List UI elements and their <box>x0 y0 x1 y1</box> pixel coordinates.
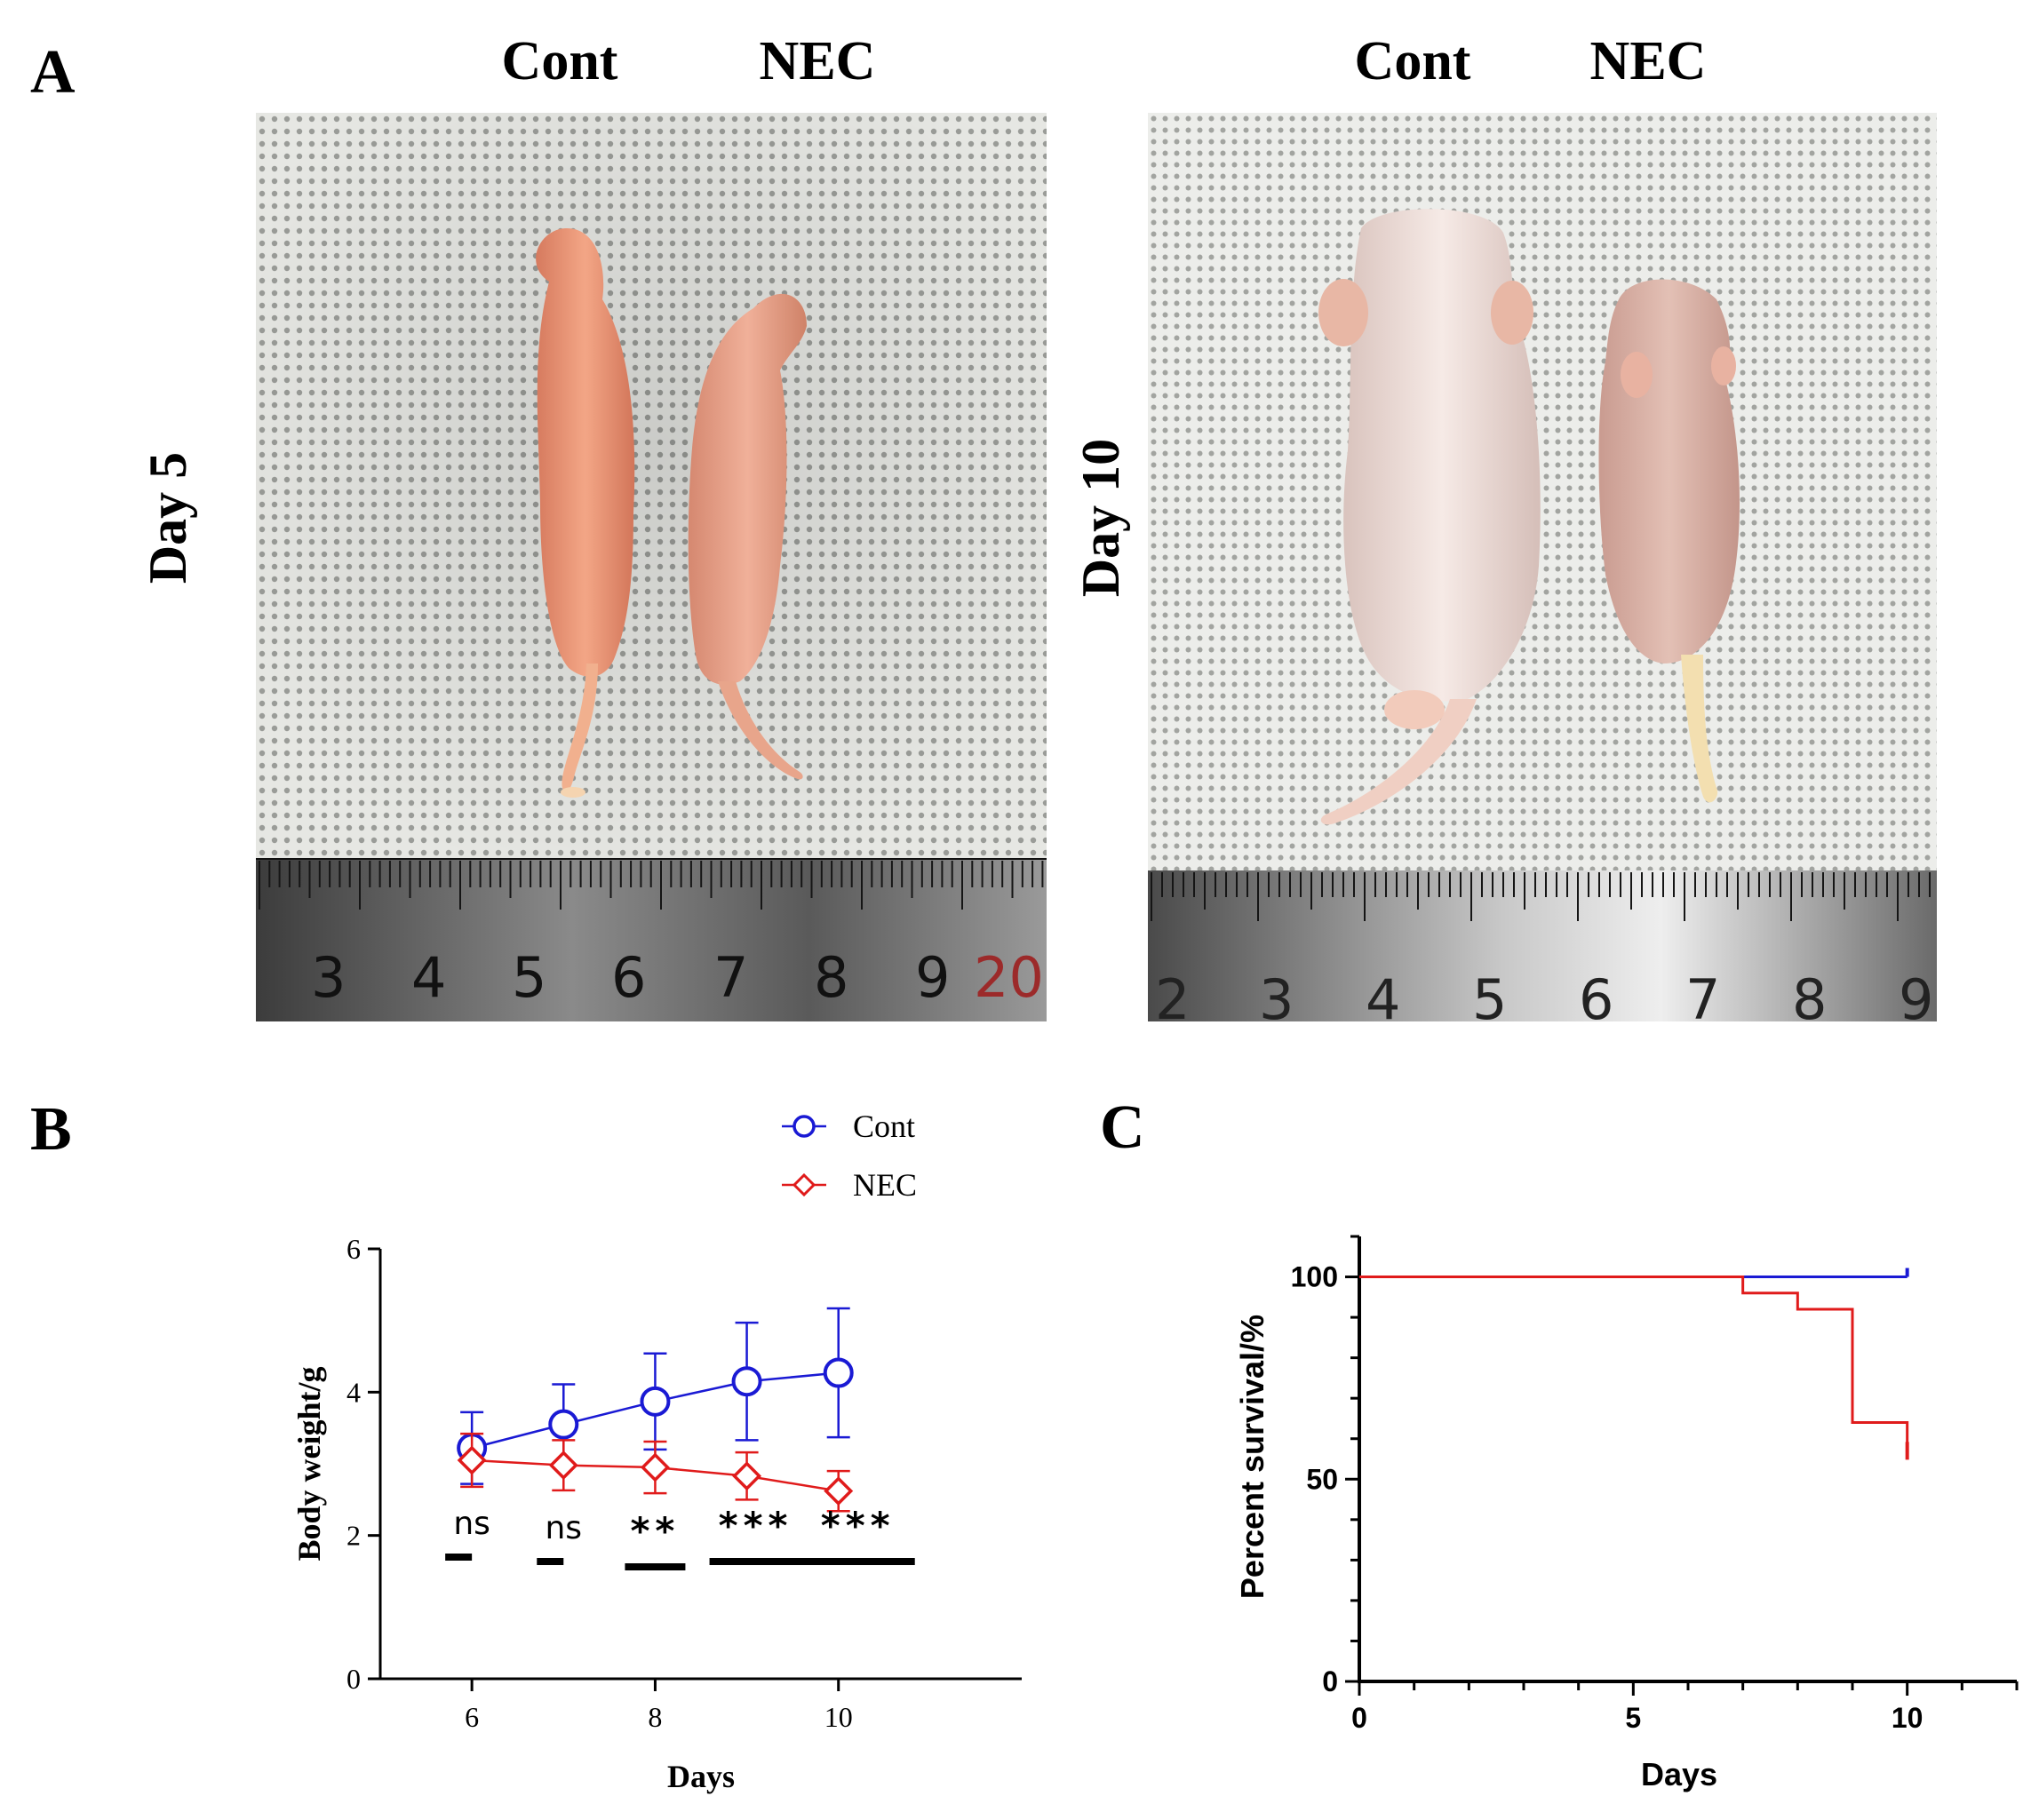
ruler-number: 4 <box>411 945 446 1010</box>
left-header-nec: NEC <box>759 31 876 91</box>
significance-bar <box>537 1558 564 1565</box>
nec-pup-day10 <box>1598 279 1740 803</box>
significance-bar <box>800 1558 915 1565</box>
y-tick-label: 0 <box>1322 1665 1338 1697</box>
x-tick-label: 8 <box>648 1701 662 1733</box>
significance-label: *** <box>821 1504 896 1547</box>
series-line-nec <box>472 1458 839 1492</box>
y-axis-label: Body weight/g <box>291 1366 327 1561</box>
day5-photo: 3 4 5 6 7 8 9 20 <box>256 113 1047 1021</box>
ruler-number: 5 <box>512 945 546 1010</box>
x-tick-label: 0 <box>1351 1702 1367 1734</box>
ruler-number: 9 <box>1899 967 1933 1021</box>
data-point <box>824 1476 854 1506</box>
ruler-numbers: 2 3 4 5 6 7 8 9 <box>1155 967 1933 1021</box>
nec-pup-day5 <box>688 293 807 780</box>
data-point <box>731 1366 762 1397</box>
data-point <box>457 1445 487 1475</box>
data-point <box>548 1450 578 1481</box>
panel-b-letter: B <box>30 1095 72 1164</box>
data-point <box>457 1433 488 1464</box>
panel-c-letter: C <box>1100 1093 1145 1162</box>
x-tick-label: 10 <box>1892 1702 1924 1734</box>
ruler-number: 4 <box>1366 967 1400 1021</box>
y-tick-label: 50 <box>1306 1463 1338 1495</box>
y-tick-label: 2 <box>346 1520 361 1552</box>
survival-curve-nec <box>1359 1276 1909 1451</box>
ruler-number: 20 <box>974 945 1044 1010</box>
day10-photo: 2 3 4 5 6 7 8 9 <box>1148 113 1937 1021</box>
legend-marker-nec <box>792 1172 816 1197</box>
legend-label-nec: NEC <box>853 1167 917 1203</box>
right-header-cont: Cont <box>1354 31 1471 91</box>
y-tick-label: 4 <box>346 1376 361 1408</box>
ruler-number: 3 <box>1259 967 1294 1021</box>
significance-bar <box>709 1558 802 1565</box>
ruler-number: 7 <box>713 945 748 1010</box>
ruler-number: 8 <box>1792 967 1827 1021</box>
ruler-number: 3 <box>311 945 346 1010</box>
ruler-number: 6 <box>611 945 646 1010</box>
x-axis-label: Days <box>667 1759 735 1794</box>
data-point <box>640 1386 671 1417</box>
ruler-number: 7 <box>1685 967 1720 1021</box>
control-pup-day10 <box>1318 209 1541 825</box>
significance-label: ** <box>630 1509 680 1553</box>
significance-label: ns <box>545 1510 582 1546</box>
mesh-background <box>1148 113 1937 870</box>
y-tick-label: 6 <box>346 1233 361 1265</box>
left-header-cont: Cont <box>501 31 618 91</box>
y-tick-label: 0 <box>346 1663 361 1695</box>
ruler-number: 5 <box>1472 967 1507 1021</box>
series-line-cont <box>471 1371 839 1450</box>
control-pup-day5 <box>536 228 635 798</box>
data-point <box>823 1357 854 1388</box>
ruler-number: 8 <box>814 945 848 1010</box>
significance-bar <box>445 1554 473 1561</box>
significance-label: ns <box>453 1506 490 1542</box>
significance-bar <box>625 1563 686 1570</box>
right-row-label: Day 10 <box>1071 438 1130 598</box>
x-tick-label: 5 <box>1625 1702 1641 1734</box>
left-row-label: Day 5 <box>139 451 197 584</box>
y-tick-label: 100 <box>1291 1261 1338 1293</box>
data-point <box>640 1452 670 1482</box>
ruler-number: 2 <box>1155 967 1190 1021</box>
data-point <box>732 1461 762 1491</box>
ruler-number: 9 <box>915 945 950 1010</box>
x-axis-label: Days <box>1641 1756 1717 1792</box>
panel-a-letter: A <box>30 38 76 107</box>
y-axis-label: Percent survival/% <box>1234 1315 1270 1599</box>
ruler-number: 6 <box>1579 967 1613 1021</box>
ruler-numbers: 3 4 5 6 7 8 9 20 <box>311 945 1044 1010</box>
data-point <box>548 1409 579 1440</box>
legend-marker-cont <box>793 1115 816 1138</box>
legend-label-cont: Cont <box>853 1109 915 1144</box>
x-tick-label: 6 <box>465 1701 479 1733</box>
right-header-nec: NEC <box>1589 31 1707 91</box>
x-tick-label: 10 <box>824 1701 853 1733</box>
significance-label: *** <box>719 1504 793 1547</box>
